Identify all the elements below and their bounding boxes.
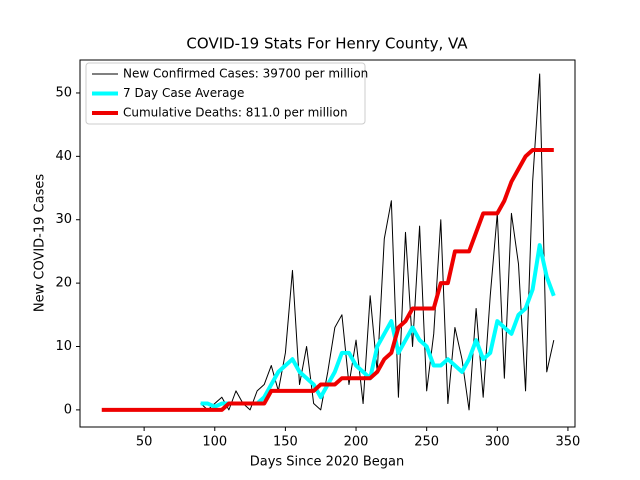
x-tick-label: 50 <box>136 435 153 450</box>
legend-box <box>85 62 366 125</box>
x-tick-label: 350 <box>556 435 581 450</box>
y-tick-label: 20 <box>55 276 72 291</box>
y-tick-label: 10 <box>55 339 72 354</box>
x-tick-label: 200 <box>344 435 369 450</box>
legend-label: Cumulative Deaths: 811.0 per million <box>123 106 348 120</box>
x-tick-label: 100 <box>202 435 227 450</box>
y-tick-label: 0 <box>64 402 72 417</box>
y-tick-label: 30 <box>55 212 72 227</box>
series-line <box>200 243 556 409</box>
legend-label: New Confirmed Cases: 39700 per million <box>123 67 368 81</box>
y-tick-label: 40 <box>55 149 72 164</box>
series-line <box>101 148 554 412</box>
x-tick-label: 250 <box>414 435 439 450</box>
y-axis-label: New COVID-19 Cases <box>33 174 48 312</box>
x-tick-label: 150 <box>273 435 298 450</box>
plot-frame <box>79 59 576 428</box>
x-tick-label: 300 <box>485 435 510 450</box>
x-axis-label: Days Since 2020 Began <box>250 455 405 470</box>
chart-title: COVID-19 Stats For Henry County, VA <box>186 35 468 53</box>
y-tick-label: 50 <box>55 85 72 100</box>
legend-label: 7 Day Case Average <box>123 86 244 100</box>
